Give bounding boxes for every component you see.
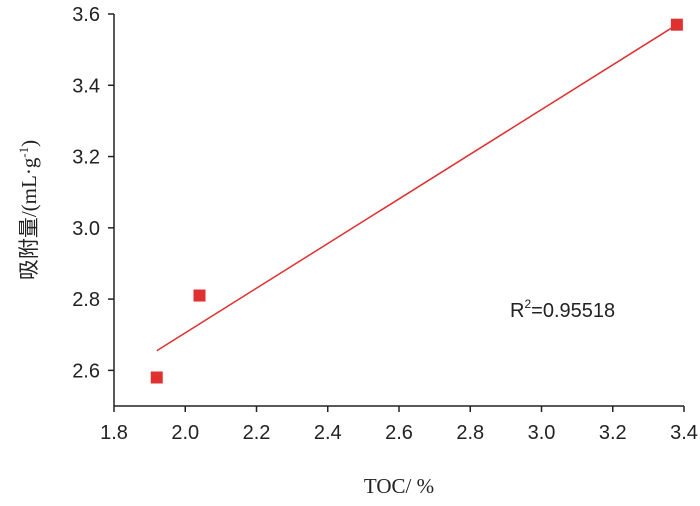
- x-tick-label: 1.8: [100, 422, 128, 444]
- y-axis-title-close: ): [17, 140, 41, 147]
- y-axis-title-main: 吸附量/(mL·g: [17, 157, 41, 280]
- r-squared-annotation: R2=0.95518: [510, 297, 615, 322]
- x-tick-label: 2.4: [314, 422, 342, 444]
- x-tick-label: 3.2: [599, 422, 627, 444]
- y-tick-label: 3.0: [72, 218, 100, 240]
- data-point: [670, 18, 683, 31]
- x-tick-label: 3.4: [670, 422, 698, 444]
- x-tick-label: 2.8: [456, 422, 484, 444]
- r2-prefix: R: [510, 300, 524, 322]
- y-axis-title: 吸附量/(mL·g-1): [16, 140, 41, 280]
- y-tick-label: 3.2: [72, 147, 100, 169]
- x-tick-label: 2.2: [243, 422, 271, 444]
- y-axis-title-sup: -1: [16, 147, 31, 158]
- axes: [113, 14, 684, 407]
- data-point: [193, 289, 206, 302]
- x-tick-label: 2.0: [171, 422, 199, 444]
- data-points: [150, 18, 683, 384]
- r2-value: =0.95518: [531, 300, 615, 322]
- x-axis-title: TOC/ %: [364, 474, 434, 498]
- trendline: [156, 24, 678, 352]
- y-ticks: 2.6 2.8 3.0 3.2 3.4 3.6: [72, 4, 114, 382]
- y-tick-label: 2.6: [72, 360, 100, 382]
- x-ticks: 1.8 2.0 2.2 2.4 2.6 2.8 3.0 3.2 3.4: [100, 406, 698, 444]
- x-tick-label: 3.0: [528, 422, 556, 444]
- y-tick-label: 2.8: [72, 289, 100, 311]
- data-point: [150, 371, 163, 384]
- y-tick-label: 3.4: [72, 75, 100, 97]
- r2-superscript: 2: [524, 297, 531, 311]
- x-tick-label: 2.6: [385, 422, 413, 444]
- y-tick-label: 3.6: [72, 4, 100, 26]
